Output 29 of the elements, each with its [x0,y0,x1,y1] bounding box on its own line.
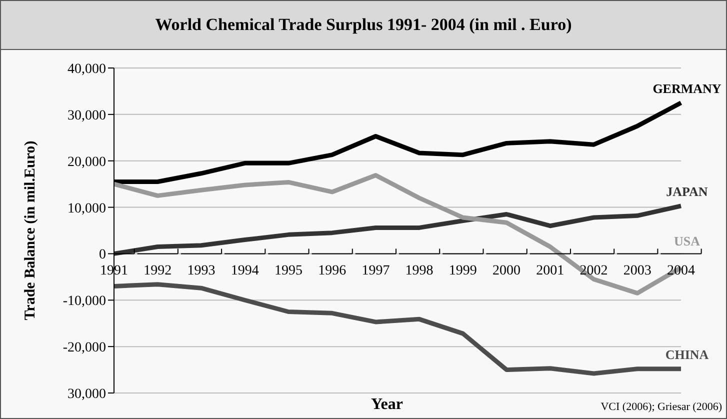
x-tick-label: 1999 [448,264,477,279]
y-tick-label: -20,000 [62,340,106,356]
x-tick-label: 2003 [623,264,652,279]
chart-title: World Chemical Trade Surplus 1991- 2004 (in mil . Euro) [1,1,726,50]
y-tick-label: 30,000 [68,386,106,402]
series-label: JAPAN [666,184,708,199]
x-tick-label: 2001 [536,264,564,279]
y-axis-title: Trade Balance (in mil.Euro) [22,140,38,320]
x-tick-label: 1995 [274,264,302,279]
x-tick-label: 1994 [230,264,259,279]
x-tick-label: 2000 [492,264,521,279]
y-tick-label: 0 [99,248,106,263]
y-tick-label: 20,000 [68,154,106,170]
text: VCI (2006); Griesar (2006) [600,401,722,413]
x-tick-label: 2004 [667,264,695,279]
y-tick-label: 30,000 [68,108,106,124]
series-label: USA [674,234,701,249]
y-tick-label: 10,000 [68,201,106,216]
y-tick-label: -10,000 [62,294,106,310]
x-tick-label: 2002 [580,264,608,279]
x-tick-label: 1996 [318,264,346,279]
x-tick-label: 1998 [405,264,434,279]
x-tick-label: 1993 [187,264,216,279]
series-label: GERMANY [652,80,722,96]
y-tick-label: 40,000 [68,62,106,77]
x-tick-label: 1997 [362,264,390,279]
x-tick-label: 1992 [144,264,172,279]
series-label: CHINA [665,346,710,362]
x-axis-title: Year [371,396,403,414]
